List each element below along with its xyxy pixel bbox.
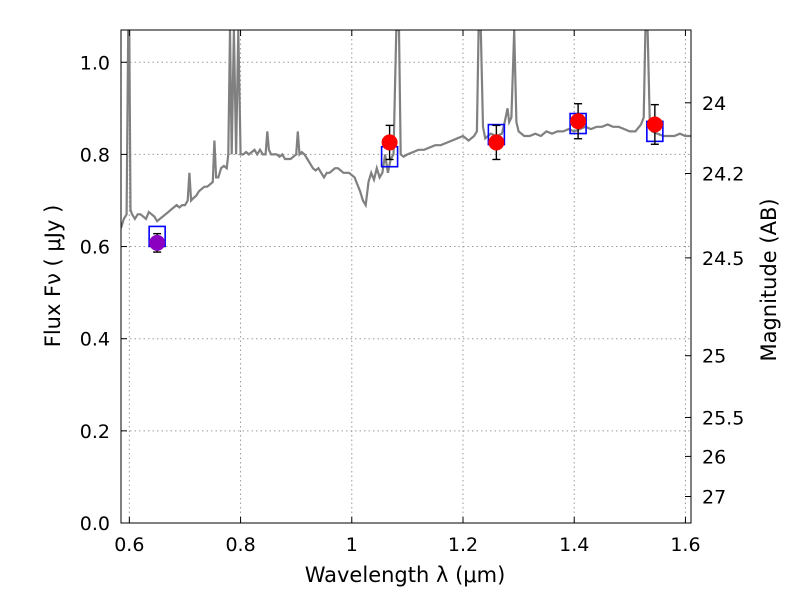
y-tick-label: 0.6 [80, 237, 110, 259]
y-tick-label: 0.0 [80, 513, 110, 535]
observed-flux-point [381, 134, 398, 151]
x-tick-label: 1 [346, 534, 358, 556]
mag-tick-label: 24.5 [702, 248, 744, 270]
y-tick-label: 1.0 [80, 52, 110, 74]
mag-tick-label: 25.5 [702, 407, 744, 429]
ticks-layer: 0.6 0.8 1 1.2 1.4 1.6 0.0 0.2 0.4 0.6 0.8 1.0 24 24.2… [80, 30, 744, 556]
spectrum-layer [121, 30, 691, 229]
x-tick-label: 1.6 [670, 534, 700, 556]
observed-flux-point [646, 116, 663, 133]
mag-tick-label: 26 [702, 446, 726, 468]
plot-frame [120, 29, 692, 524]
model-spectrum-line [121, 30, 691, 229]
y-tick-label: 0.4 [80, 329, 110, 351]
y2-axis-label: Magnitude (AB) [757, 198, 781, 361]
observed-flux-point [488, 134, 505, 151]
points-layer [148, 103, 664, 253]
y-axis-label: Flux Fν ( μJy ) [41, 205, 65, 348]
y-tick-label: 0.8 [80, 144, 110, 166]
grid [121, 30, 691, 524]
x-tick-label: 1.2 [448, 534, 478, 556]
mag-tick-label: 24 [702, 93, 726, 115]
observed-flux-point [570, 113, 587, 130]
observed-flux-point [149, 234, 166, 251]
x-tick-label: 0.6 [114, 534, 144, 556]
mag-tick-label: 25 [702, 346, 726, 368]
x-tick-label: 1.4 [559, 534, 589, 556]
x-tick-label: 0.8 [225, 534, 255, 556]
mag-tick-label: 24.2 [702, 163, 744, 185]
y-tick-label: 0.2 [80, 421, 110, 443]
mag-tick-label: 27 [702, 486, 726, 508]
x-axis-label: Wavelength λ (μm) [305, 563, 506, 587]
